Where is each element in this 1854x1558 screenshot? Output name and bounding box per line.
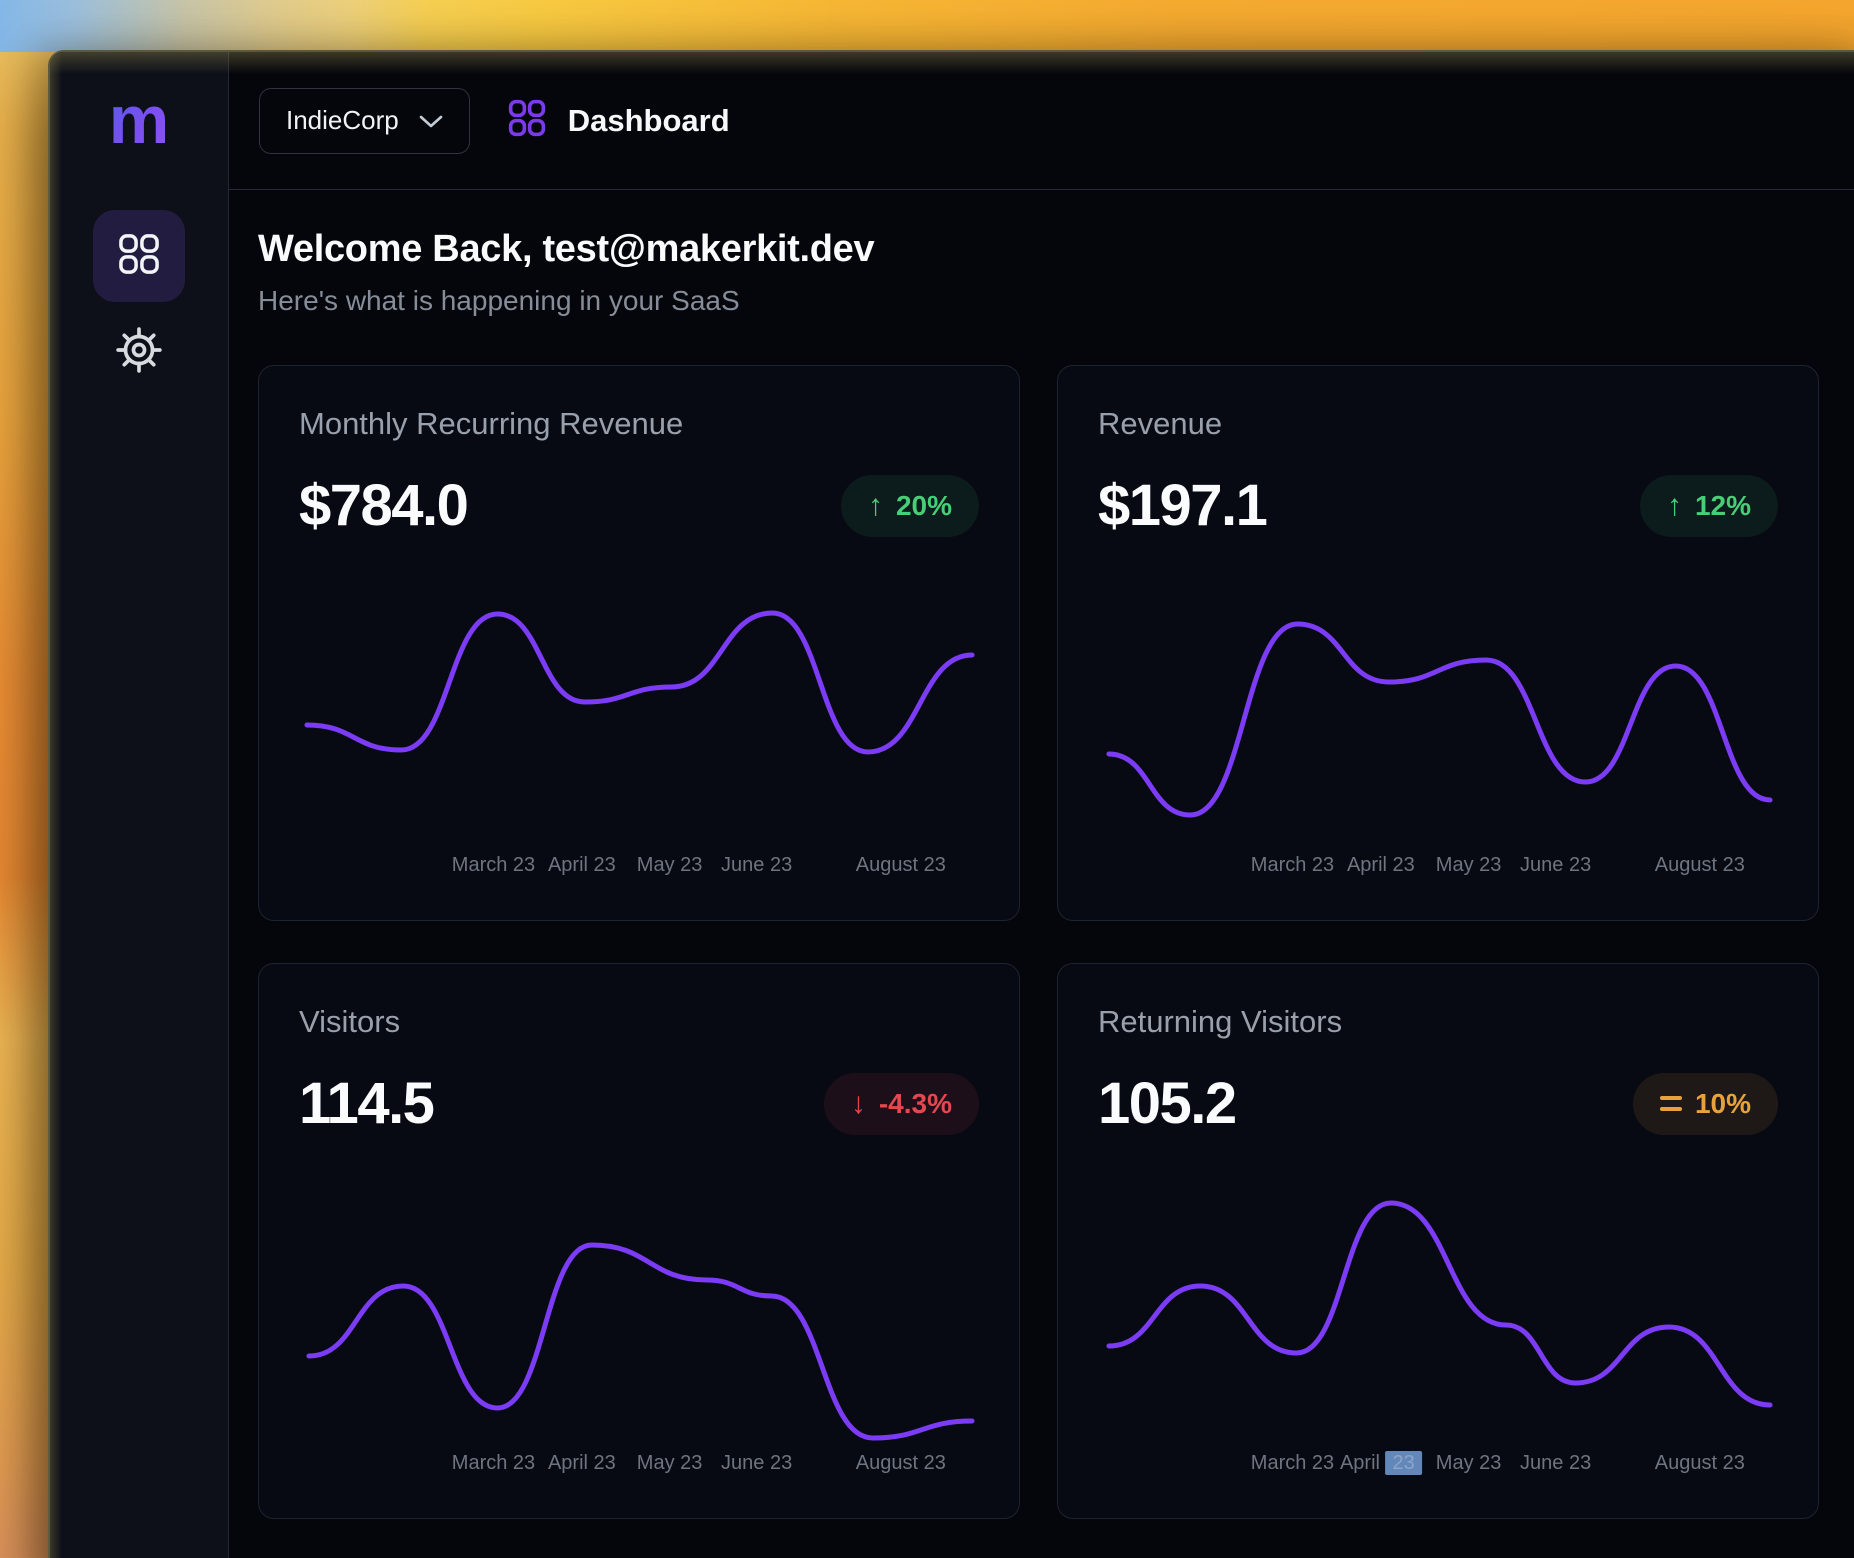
card-value: 105.2 xyxy=(1098,1070,1236,1137)
x-axis-label: May 23 xyxy=(637,1452,703,1475)
x-axis-label: April 23 xyxy=(1347,854,1415,877)
page-title-group: Dashboard xyxy=(508,99,730,142)
x-axis-labels: March 23 April 23 May 23 June 23 August 23 xyxy=(299,854,979,880)
x-axis-label: June 23 xyxy=(1520,854,1591,877)
trend-value: -4.3% xyxy=(879,1088,952,1120)
line-chart: March 23 April 23 May 23 June 23 August 23 xyxy=(1098,546,1778,880)
trend-down-icon: ↓ xyxy=(851,1089,866,1119)
x-axis-label: May 23 xyxy=(1436,1452,1502,1475)
x-axis-label: April 23 xyxy=(548,854,616,877)
x-axis-label: May 23 xyxy=(637,854,703,877)
card-value-row: $197.1 ↑ 12% xyxy=(1098,472,1778,539)
metric-card: Returning Visitors 105.2 10% March 23 Apr… xyxy=(1057,963,1819,1519)
x-axis-label: May 23 xyxy=(1436,854,1502,877)
metric-card: Monthly Recurring Revenue $784.0 ↑ 20% M… xyxy=(258,365,1020,921)
chevron-down-icon xyxy=(419,105,443,136)
trend-value: 10% xyxy=(1695,1088,1751,1120)
page-title: Dashboard xyxy=(568,103,730,139)
trend-value: 12% xyxy=(1695,490,1751,522)
grid-icon xyxy=(118,233,160,280)
gear-icon xyxy=(112,323,166,382)
trend-up-icon: ↑ xyxy=(1667,491,1682,521)
x-axis-labels: March 23 April 23 May 23 June 23 August 23 xyxy=(1098,1452,1778,1478)
x-axis-label: March 23 xyxy=(452,1452,535,1475)
card-title: Visitors xyxy=(299,1004,979,1040)
chart-line xyxy=(309,1245,972,1438)
trend-badge: 10% xyxy=(1633,1073,1778,1135)
x-axis-labels: March 23 April 23 May 23 June 23 August 23 xyxy=(1098,854,1778,880)
card-title: Revenue xyxy=(1098,406,1778,442)
main-area: IndieCorp Dashboard xyxy=(229,52,1854,1558)
chart-line-svg xyxy=(299,554,979,844)
card-value-row: $784.0 ↑ 20% xyxy=(299,472,979,539)
desktop-wallpaper xyxy=(0,0,1854,52)
page-content: Welcome Back, test@makerkit.dev Here's w… xyxy=(229,190,1854,1519)
card-value: $784.0 xyxy=(299,472,467,539)
line-chart: March 23 April 23 May 23 June 23 August 23 xyxy=(299,546,979,880)
topbar: IndieCorp Dashboard xyxy=(229,52,1854,190)
x-axis-label: March 23 xyxy=(452,854,535,877)
selected-text: 23 xyxy=(1386,1451,1422,1475)
chart-line xyxy=(1109,624,1770,815)
card-value: 114.5 xyxy=(299,1070,433,1137)
x-axis-label: March 23 xyxy=(1251,1452,1334,1475)
app-window: m xyxy=(48,50,1854,1558)
x-axis-label: August 23 xyxy=(856,854,946,877)
chart-line-svg xyxy=(1098,554,1778,844)
metrics-grid: Monthly Recurring Revenue $784.0 ↑ 20% M… xyxy=(258,365,1819,1519)
welcome-heading: Welcome Back, test@makerkit.dev xyxy=(258,228,1819,271)
trend-up-icon: ↑ xyxy=(868,491,883,521)
equals-icon xyxy=(1660,1096,1682,1111)
sidebar-item-dashboard[interactable] xyxy=(93,210,185,302)
makerkit-logo: m xyxy=(109,86,169,154)
x-axis-label: March 23 xyxy=(1251,854,1334,877)
chart-line xyxy=(1109,1203,1770,1405)
x-axis-label: August 23 xyxy=(1655,1452,1745,1475)
team-selector-button[interactable]: IndieCorp xyxy=(259,88,470,154)
chart-line-svg xyxy=(1098,1152,1778,1442)
chart-line xyxy=(307,613,972,752)
metric-card: Visitors 114.5 ↓ -4.3% March 23April 23M… xyxy=(258,963,1020,1519)
trend-badge: ↑ 20% xyxy=(841,475,979,537)
team-selector-label: IndieCorp xyxy=(286,105,399,136)
line-chart: March 23 April 23 May 23 June 23 August 23 xyxy=(299,1144,979,1478)
x-axis-label: April 23 xyxy=(1340,1452,1422,1475)
card-value: $197.1 xyxy=(1098,472,1266,539)
x-axis-label: August 23 xyxy=(856,1452,946,1475)
line-chart: March 23 April 23 May 23 June 23 August 23 xyxy=(1098,1144,1778,1478)
x-axis-labels: March 23 April 23 May 23 June 23 August 23 xyxy=(299,1452,979,1478)
x-axis-label: April 23 xyxy=(548,1452,616,1475)
sidebar-item-settings[interactable] xyxy=(93,320,185,384)
trend-badge: ↓ -4.3% xyxy=(824,1073,979,1135)
x-axis-label: August 23 xyxy=(1655,854,1745,877)
x-axis-label: June 23 xyxy=(721,854,792,877)
metric-card: Revenue $197.1 ↑ 12% March 23 April 23 May… xyxy=(1057,365,1819,921)
chart-line-svg xyxy=(299,1152,979,1442)
x-axis-label: June 23 xyxy=(721,1452,792,1475)
welcome-subtitle: Here's what is happening in your SaaS xyxy=(258,285,1819,317)
trend-value: 20% xyxy=(896,490,952,522)
card-value-row: 114.5 ↓ -4.3% xyxy=(299,1070,979,1137)
card-value-row: 105.2 10% xyxy=(1098,1070,1778,1137)
card-title: Returning Visitors xyxy=(1098,1004,1778,1040)
dashboard-grid-icon xyxy=(508,99,546,142)
trend-badge: ↑ 12% xyxy=(1640,475,1778,537)
sidebar: m xyxy=(50,52,229,1558)
x-axis-label: June 23 xyxy=(1520,1452,1591,1475)
card-title: Monthly Recurring Revenue xyxy=(299,406,979,442)
